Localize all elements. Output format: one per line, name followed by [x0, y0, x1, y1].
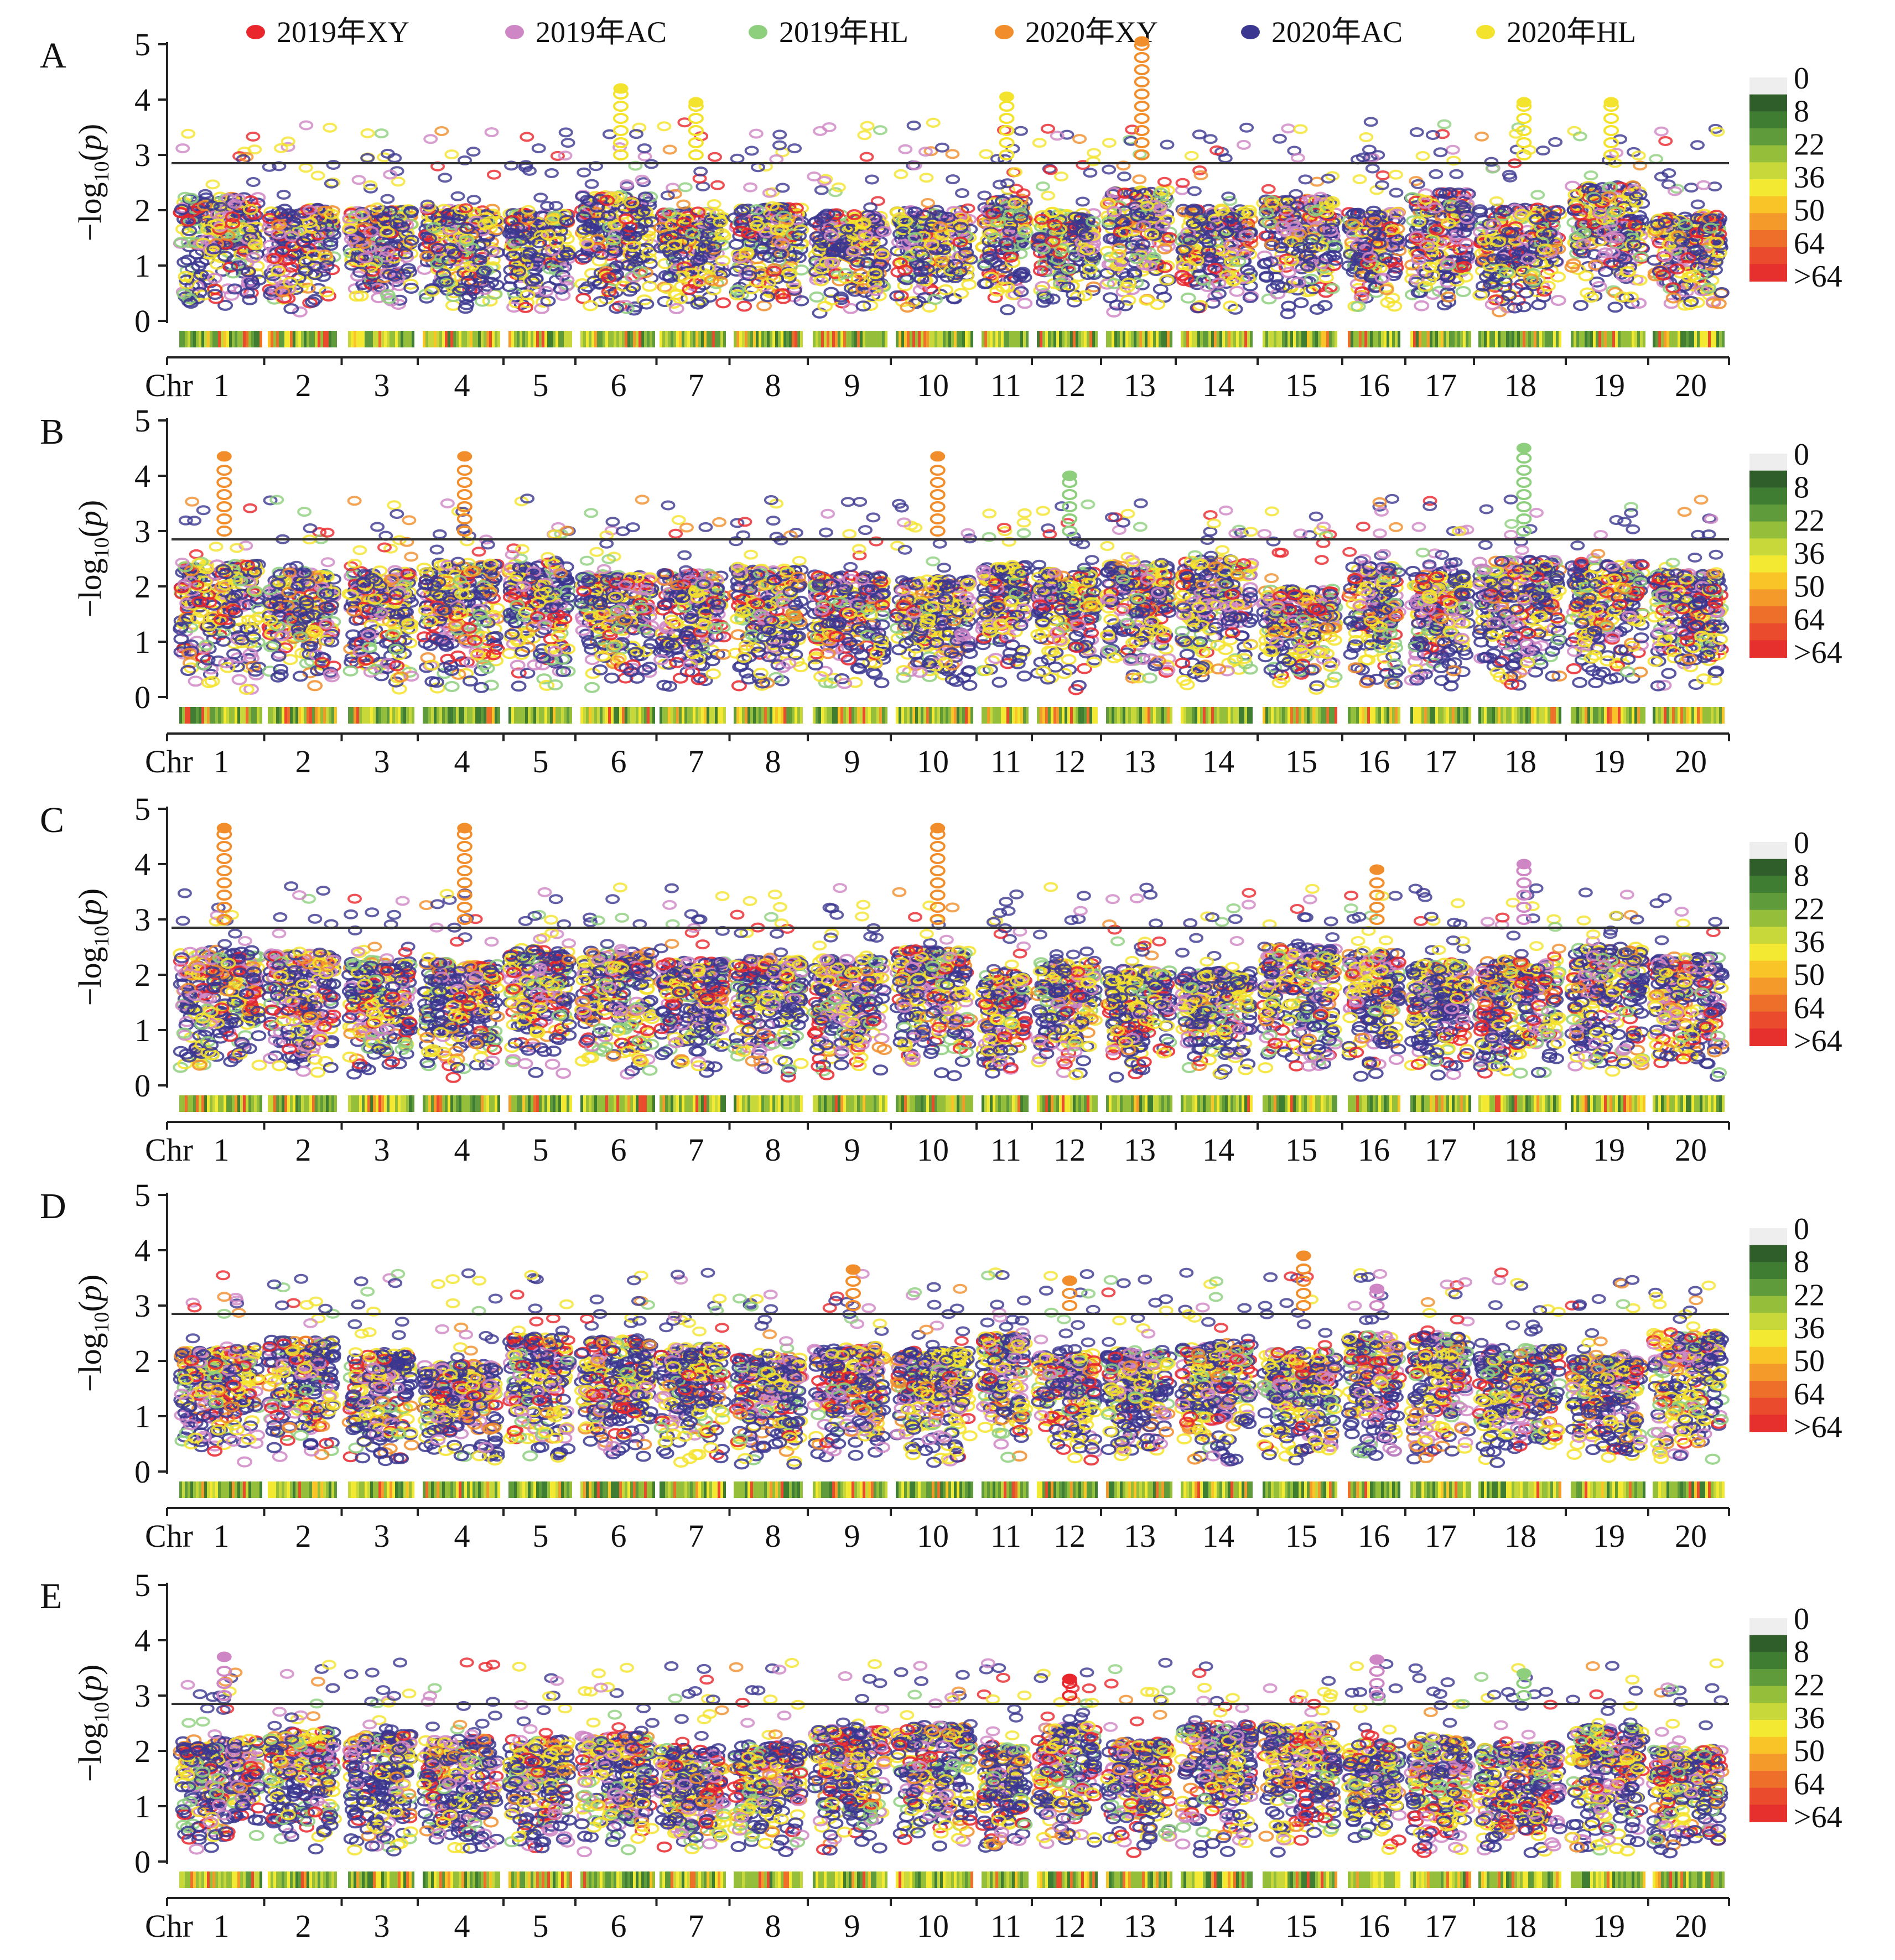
y-tick-label: 4: [134, 82, 150, 118]
legend-marker: [1241, 25, 1260, 39]
manhattan-figure: 2019年XY 2019年AC 2019年HL 2020年XY 2020年AC 2020年…: [0, 0, 1895, 1960]
scatter-points: [174, 37, 1728, 318]
legend-marker: [1476, 25, 1495, 39]
data-point: [550, 202, 562, 210]
y-tick-label: 1: [134, 248, 150, 284]
legend-marker: [505, 25, 524, 39]
data-point: [447, 301, 460, 310]
legend-label: 2020年HL: [1507, 15, 1636, 49]
y-axis-label: −log10(p): [72, 124, 113, 241]
data-point: [353, 176, 365, 184]
data-point: [452, 193, 464, 200]
data-point: [468, 196, 480, 204]
legend: 2019年XY 2019年AC 2019年HL 2020年XY 2020年AC 2020年…: [246, 15, 1636, 49]
data-point: [486, 128, 498, 136]
data-point: [533, 144, 545, 152]
data-point: [247, 178, 259, 186]
data-point: [182, 130, 194, 138]
legend-marker: [995, 25, 1014, 39]
legend-label: 2020年AC: [1271, 15, 1403, 49]
data-point: [546, 169, 558, 177]
data-point: [324, 124, 336, 132]
data-point: [534, 194, 547, 201]
data-point: [300, 164, 312, 171]
legend-label: 2019年AC: [536, 15, 667, 49]
legend-marker: [749, 25, 767, 39]
data-point: [559, 152, 572, 159]
legend-label: 2019年HL: [779, 15, 908, 49]
panel-label: A: [40, 35, 66, 76]
data-point: [300, 122, 312, 129]
data-point: [381, 195, 393, 203]
data-point: [445, 150, 458, 158]
data-point: [579, 285, 592, 294]
data-point: [439, 174, 451, 181]
data-point: [376, 129, 388, 137]
data-point: [488, 171, 500, 179]
data-point: [562, 139, 574, 147]
data-point: [521, 133, 533, 141]
data-point: [176, 144, 189, 152]
data-point: [424, 135, 437, 143]
y-tick-label: 5: [134, 27, 150, 63]
data-point: [312, 172, 324, 180]
y-tick-label: 3: [134, 137, 150, 173]
data-point: [468, 148, 480, 155]
data-point: [207, 180, 219, 188]
data-point: [392, 178, 404, 185]
y-tick-label: 0: [134, 303, 150, 339]
data-point: [278, 191, 290, 199]
data-point: [560, 128, 572, 136]
data-point: [435, 127, 448, 135]
y-tick-label: 2: [134, 193, 150, 228]
legend-marker: [246, 25, 265, 39]
legend-label: 2019年XY: [277, 15, 409, 49]
data-point: [247, 133, 259, 141]
data-point: [362, 129, 374, 137]
